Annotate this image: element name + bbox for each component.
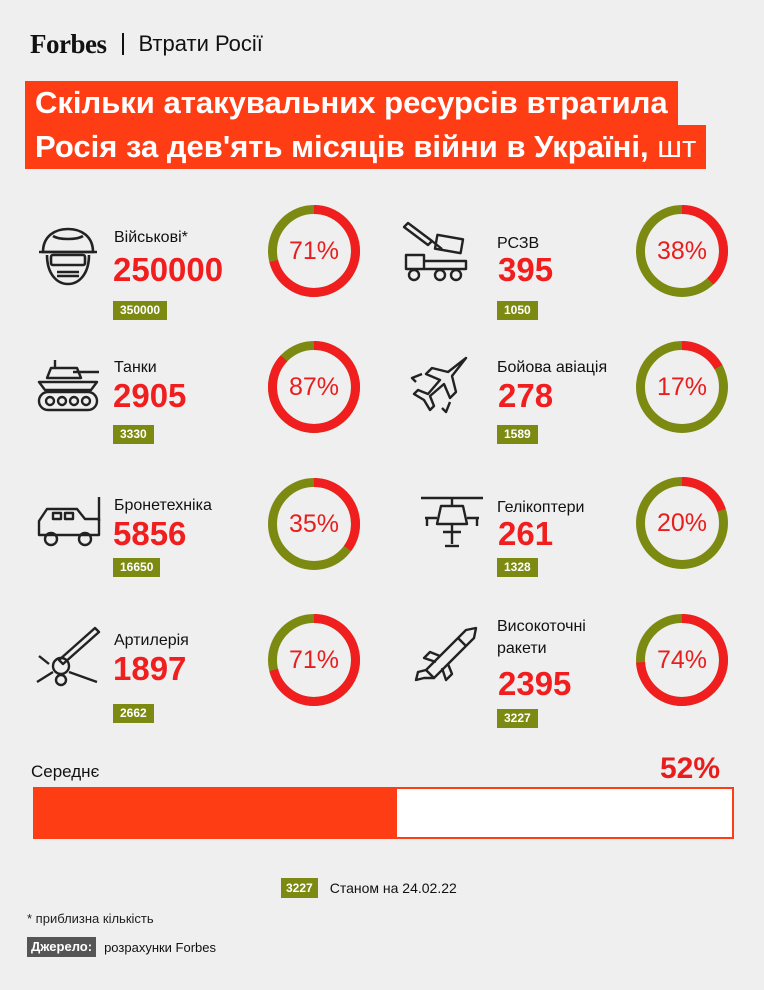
legend-text: Станом на 24.02.22 [329,880,457,896]
item-value: 261 [498,515,554,552]
average-percent: 52% [660,752,721,785]
average-label: Середнє [31,762,100,781]
donut-loss-arc [268,341,360,433]
source: Джерело: розрахунки Forbes [27,937,216,957]
donut-chart: 71% [268,614,360,706]
donut-chart: 35% [268,478,360,570]
average-bar-track [33,787,734,839]
item-label-line-2: ракети [497,640,547,657]
donut-loss-arc [636,341,728,433]
tank-icon [33,350,103,420]
donut-svg [636,477,728,569]
prewar-badge: 1328 [497,558,538,577]
donut-percent-label: 87% [288,373,340,401]
donut-percent-label: 35% [288,510,340,538]
donut-percent-label: 71% [288,646,340,674]
section-title: Втрати Росії [138,31,263,56]
title-line-2: Росія за дев'ять місяців війни в Україні… [25,125,707,169]
donut-loss-arc [268,478,360,570]
legend: 3227 Станом на 24.02.22 [281,878,457,898]
donut-loss-arc [636,205,728,297]
donut-loss-arc [268,614,360,706]
donut-chart: 17% [636,341,728,433]
item-label: Гелікоптери [497,499,585,516]
donut-percent-label: 74% [656,646,708,674]
donut-svg [636,205,728,297]
item-label: Бойова авіація [497,359,608,376]
donut-svg [268,205,360,297]
item-value: 2905 [113,377,187,414]
item-label: Артилерія [114,632,189,649]
item-label: Військові* [114,229,188,246]
item-value: 2395 [498,665,572,702]
donut-loss-arc [268,205,360,297]
prewar-badge: 1050 [497,301,538,320]
prewar-badge: 350000 [113,301,168,320]
chart-title: Скільки атакувальних ресурсів втратила Р… [25,81,737,169]
donut-svg [268,341,360,433]
item-value: 250000 [113,251,224,288]
donut-percent-label: 20% [656,509,708,537]
prewar-badge: 2662 [113,704,154,723]
title-line-1: Скільки атакувальних ресурсів втратила [25,81,678,125]
donut-chart: 71% [268,205,360,297]
donut-svg [268,478,360,570]
donut-chart: 87% [268,341,360,433]
donut-svg [636,341,728,433]
prewar-badge: 3227 [497,709,538,728]
donut-percent-label: 17% [656,373,708,401]
footnote: * приблизна кількість [27,911,154,926]
item-label: Танки [114,359,157,376]
average-bar-fill [35,789,398,837]
armored-vehicle-icon [33,491,103,561]
source-text: розрахунки Forbes [104,939,217,955]
title-unit: шт [657,129,697,164]
donut-chart: 38% [636,205,728,297]
item-value: 1897 [113,650,187,687]
donut-loss-arc [636,477,728,569]
donut-loss-arc [636,614,728,706]
title-line-2-text: Росія за дев'ять місяців війни в Україні… [35,129,649,164]
item-value: 278 [498,377,554,414]
prewar-badge: 16650 [113,558,161,577]
source-label: Джерело: [27,937,97,957]
donut-svg [636,614,728,706]
header-divider [122,33,125,55]
prewar-badge: 1589 [497,425,538,444]
artillery-gun-icon [33,622,103,692]
item-label: Бронетехніка [114,497,212,514]
item-label: РСЗВ [497,235,540,252]
donut-svg [268,614,360,706]
donut-percent-label: 71% [288,237,340,265]
donut-chart: 20% [636,477,728,569]
item-label: Високоточні [497,618,586,635]
fighter-jet-icon [404,350,474,420]
brand-logo: Forbes [30,28,107,59]
donut-chart: 74% [636,614,728,706]
missile-icon [412,622,482,692]
donut-percent-label: 38% [656,237,708,265]
prewar-badge: 3330 [113,425,154,444]
rocket-launcher-truck-icon [402,215,472,285]
soldier-helmet-icon [33,222,103,292]
legend-swatch: 3227 [281,878,318,898]
item-value: 395 [498,251,554,288]
helicopter-icon [417,490,487,560]
header: Forbes Втрати Росії [30,27,263,61]
item-value: 5856 [113,515,187,552]
